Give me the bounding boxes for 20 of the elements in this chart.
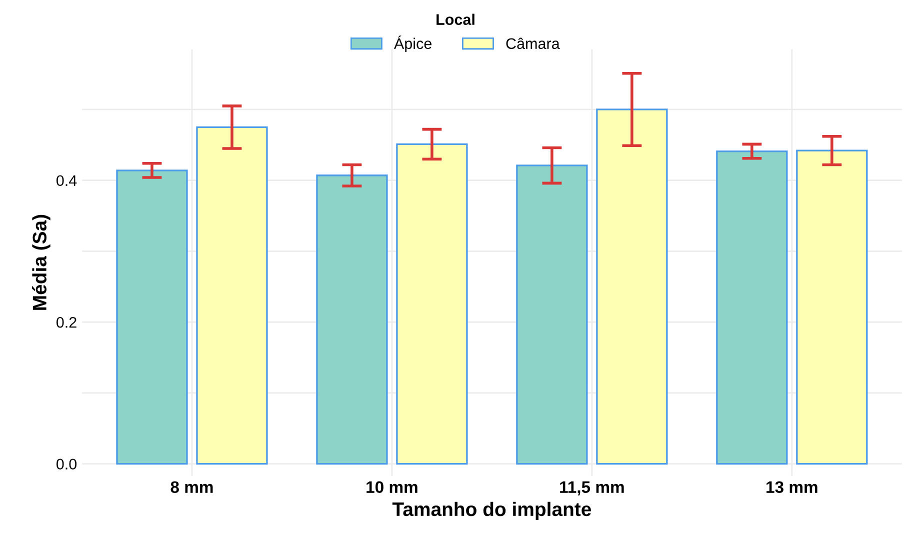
legend-label: Ápice <box>394 36 432 52</box>
bar <box>396 143 468 465</box>
bar <box>196 126 268 465</box>
y-tick-label: 0.2 <box>56 316 76 328</box>
x-tick-label: 10 mm <box>366 481 418 493</box>
legend-title: Local <box>436 14 474 25</box>
x-axis-title: Tamanho do implante <box>392 502 592 520</box>
bar <box>796 150 868 465</box>
bar <box>116 170 188 465</box>
bar <box>596 108 668 465</box>
y-tick-label: 0.4 <box>56 175 77 186</box>
y-axis-title: Média (Sa) <box>32 214 50 310</box>
bar <box>516 164 588 465</box>
x-tick-label: 8 mm <box>170 481 213 493</box>
bar <box>316 174 388 465</box>
x-tick-label: 13 mm <box>766 481 818 494</box>
y-tick-label: 0.0 <box>56 458 77 470</box>
bar <box>716 150 788 465</box>
legend-label: Câmara <box>506 38 560 50</box>
x-tick-label: 11,5 mm <box>560 481 624 496</box>
